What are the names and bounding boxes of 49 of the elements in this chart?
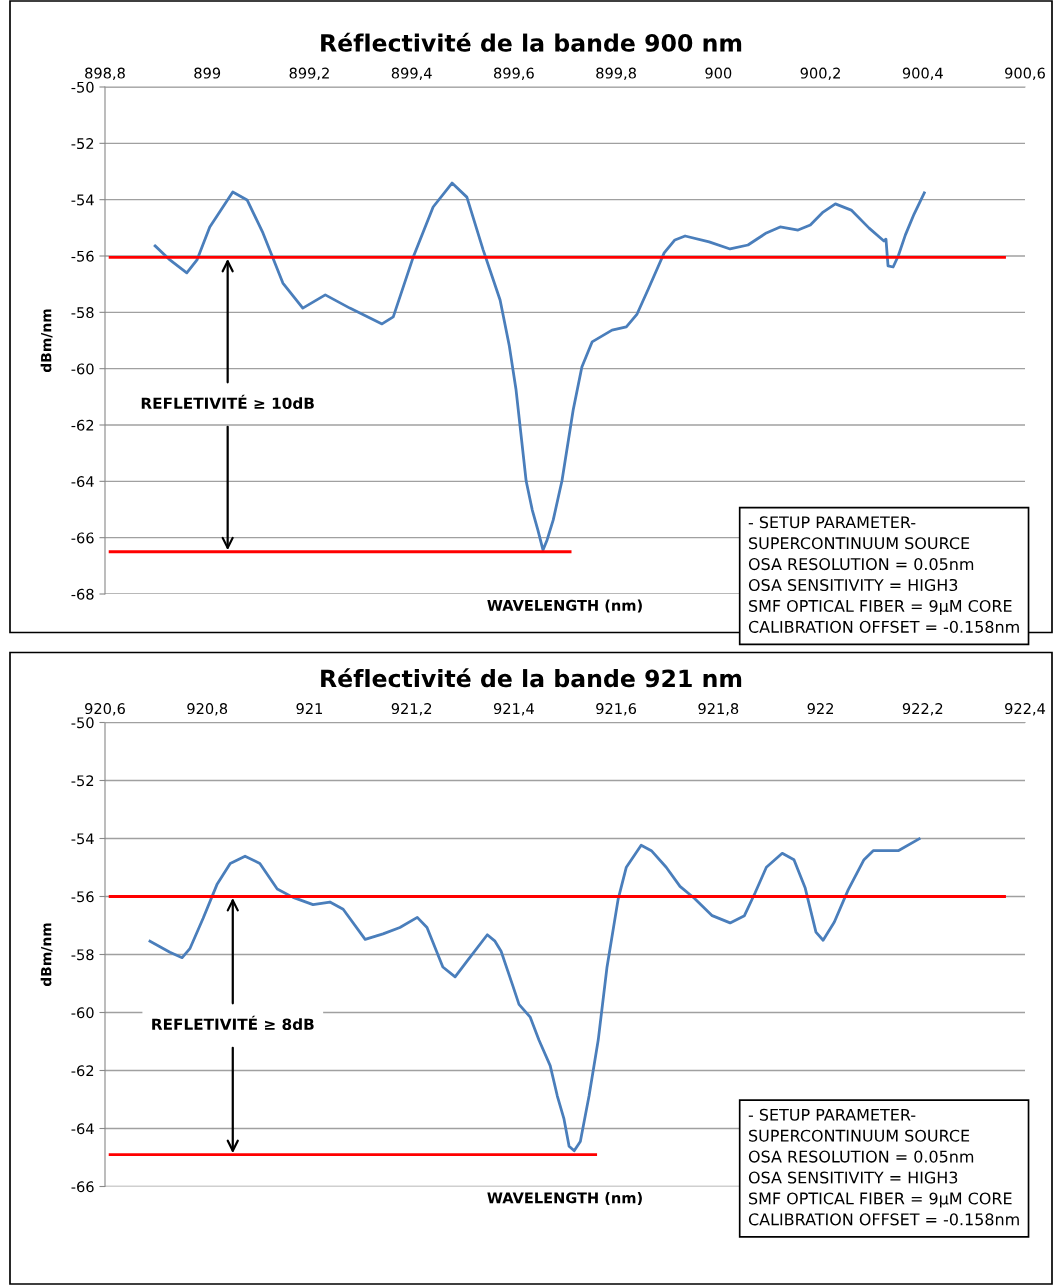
y-tick-label: -54	[71, 833, 94, 845]
y-tick-label: -56	[71, 250, 94, 262]
x-tick-label: 900,4	[902, 67, 943, 81]
chart-title: Réflectivité de la bande 900 nm	[321, 32, 742, 52]
y-tick-label: -60	[71, 363, 94, 375]
x-tick-label: 899,8	[596, 67, 636, 81]
annotation: REFLETIVITÉ ≥ 8dB	[152, 1015, 314, 1030]
y-tick-label: -66	[71, 1181, 94, 1193]
y-tick-label: -60	[71, 1007, 94, 1019]
x-tick-label: 900,2	[800, 67, 840, 81]
x-tick-label: 898,8	[85, 67, 125, 81]
y-tick-label: -64	[71, 1123, 94, 1135]
x-tick-label: 899,2	[289, 67, 329, 81]
x-tick-label: 900	[705, 67, 732, 79]
y-tick-label: -54	[71, 194, 94, 206]
annotation: - SETUP PARAMETER- SUPERCONTINUUM SOURCE OSA RESOLUTION = 0.05nm OSA SENSITIVITY = HIGH3 SMF OPTICAL FIBER = 9µM CORE CALIBRATION OFFSET = -0.158nm	[748, 516, 1019, 633]
y-tick-label: -64	[71, 476, 94, 488]
x-axis-title: WAVELENGTH (nm)	[487, 1192, 642, 1206]
y-tick-label: -56	[71, 891, 94, 903]
chart-title: Réflectivité de la bande 921 nm	[321, 668, 742, 688]
x-tick-label: 922,4	[1005, 703, 1046, 716]
annotation: - SETUP PARAMETER- SUPERCONTINUUM SOURCE OSA RESOLUTION = 0.05nm OSA SENSITIVITY = HIGH3 SMF OPTICAL FIBER = 9µM CORE CALIBRATION OFFSET = -0.158nm	[748, 1108, 1019, 1226]
x-axis-title: WAVELENGTH (nm)	[487, 599, 642, 613]
y-tick-label: -50	[71, 717, 94, 729]
x-tick-label: 899	[194, 67, 221, 79]
x-tick-label: 921,8	[698, 703, 739, 716]
x-tick-label: 899,4	[391, 67, 432, 81]
y-tick-label: -52	[71, 138, 94, 150]
x-tick-label: 920,8	[187, 703, 228, 716]
y-tick-label: -66	[71, 532, 94, 544]
annotation: REFLETIVITÉ ≥ 10dB	[141, 394, 314, 410]
x-tick-label: 920,6	[85, 703, 125, 716]
x-tick-label: 922,2	[902, 703, 943, 716]
x-tick-label: 922	[807, 703, 834, 715]
y-axis-title: dBm/nm	[40, 923, 53, 987]
x-tick-label: 900,6	[1005, 67, 1045, 81]
x-tick-label: 921	[296, 703, 323, 715]
x-tick-label: 921,2	[391, 703, 432, 716]
x-tick-label: 921,4	[493, 703, 534, 716]
y-axis-title: dBm/nm	[40, 309, 53, 373]
y-tick-label: -50	[71, 81, 94, 93]
y-tick-label: -58	[71, 949, 94, 961]
y-tick-label: -52	[71, 775, 94, 787]
y-tick-label: -58	[71, 307, 94, 319]
y-tick-label: -62	[71, 1065, 94, 1077]
y-tick-label: -62	[71, 419, 94, 431]
y-tick-label: -68	[71, 588, 94, 600]
x-tick-label: 899,6	[494, 67, 534, 81]
x-tick-label: 921,6	[596, 703, 637, 716]
